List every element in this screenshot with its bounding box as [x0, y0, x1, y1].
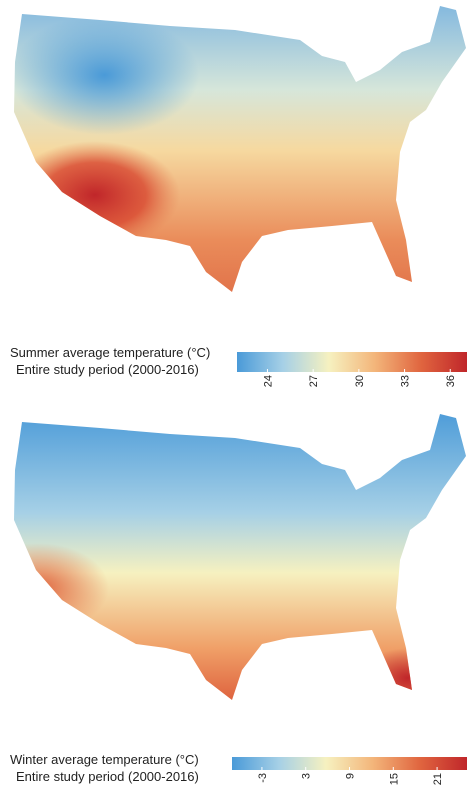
- tick-label: 9: [345, 773, 357, 779]
- map-title: Winter average temperature (°C): [10, 752, 199, 767]
- winter-map: [14, 414, 466, 700]
- map-subtitle: Entire study period (2000-2016): [16, 362, 199, 377]
- tick-label: 36: [445, 375, 457, 387]
- colorbar: [237, 352, 467, 372]
- tick-label: 27: [308, 375, 320, 387]
- tick-label: 33: [400, 375, 412, 387]
- tick-label: 3: [301, 773, 313, 779]
- map-title: Summer average temperature (°C): [10, 345, 210, 360]
- colorbar: [232, 757, 467, 770]
- tick-label: 15: [388, 773, 400, 785]
- summer-map: [14, 6, 466, 292]
- tick-label: 30: [354, 375, 366, 387]
- tick-label: 21: [432, 773, 444, 785]
- tick-label: -3: [257, 773, 269, 783]
- tick-label: 24: [262, 375, 274, 387]
- map-subtitle: Entire study period (2000-2016): [16, 769, 199, 784]
